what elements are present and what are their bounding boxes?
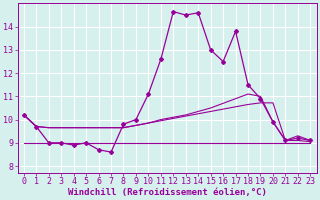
X-axis label: Windchill (Refroidissement éolien,°C): Windchill (Refroidissement éolien,°C) (68, 188, 267, 197)
